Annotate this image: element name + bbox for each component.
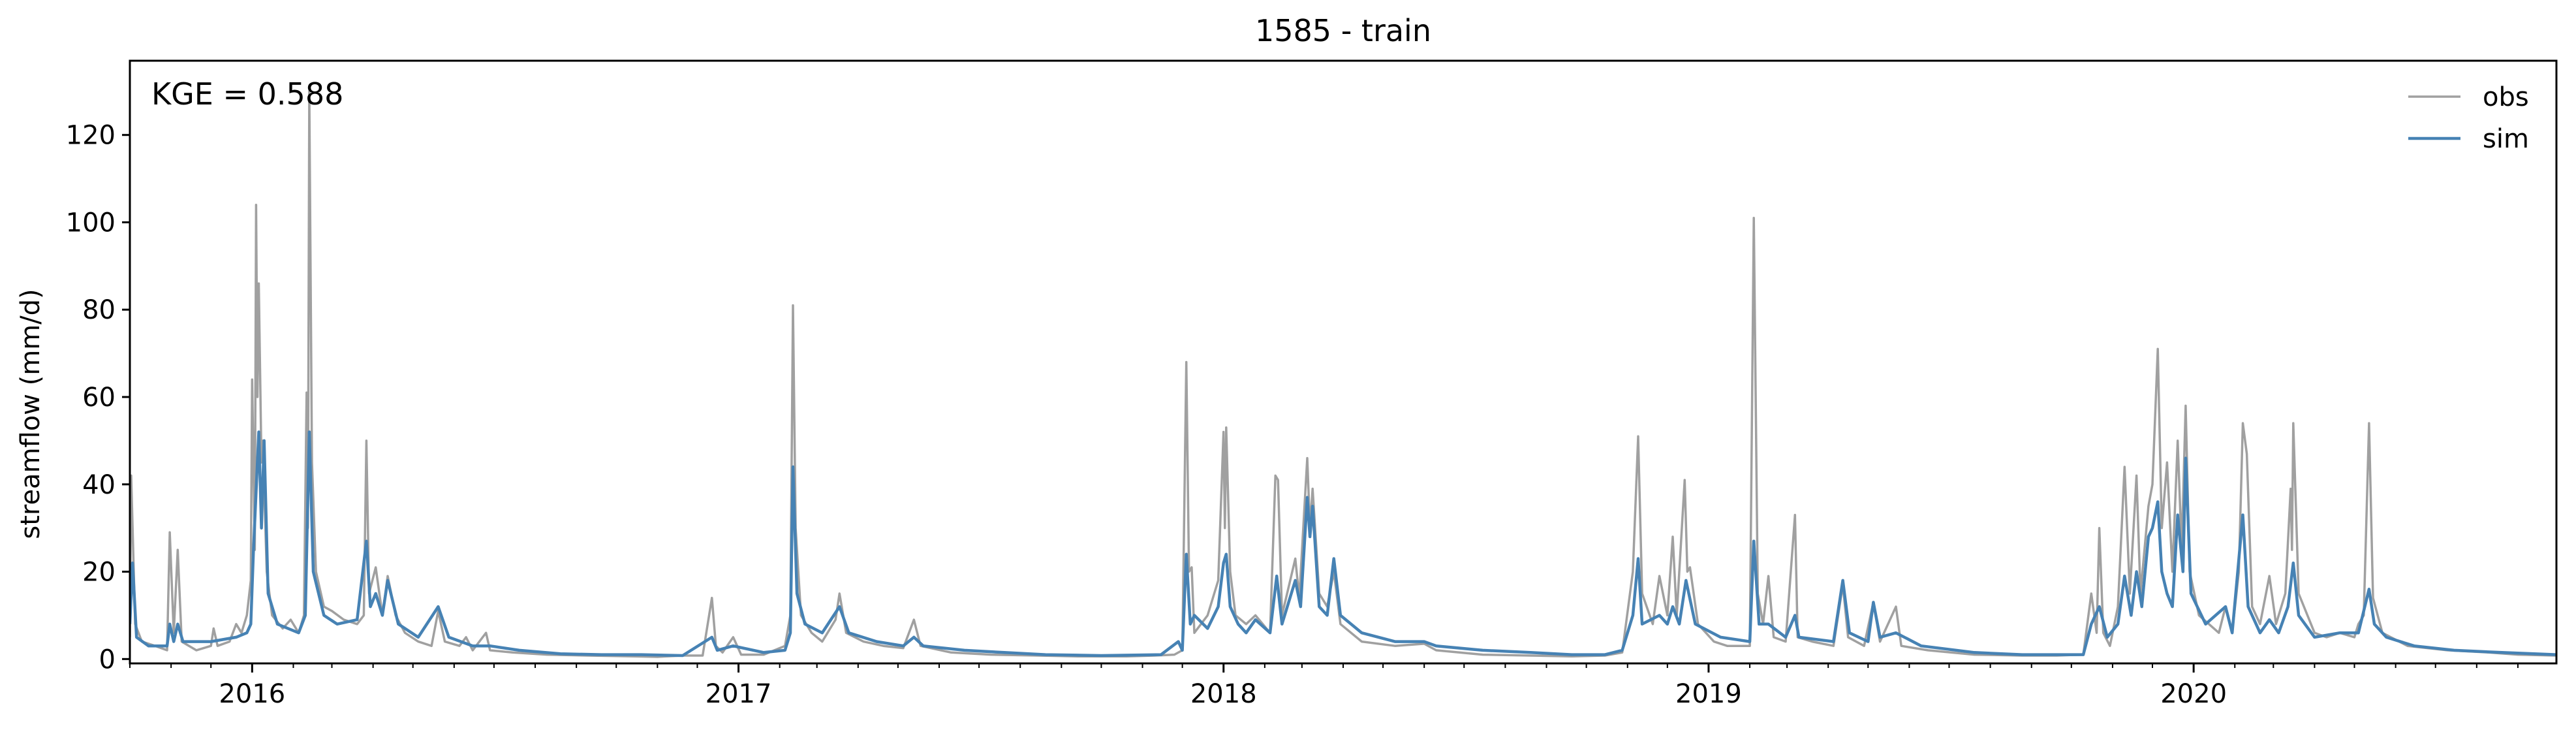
x-tick-label: 2020 [2160, 679, 2227, 709]
y-tick-label: 0 [99, 644, 116, 674]
legend: obs sim [2408, 82, 2529, 154]
x-tick-label: 2017 [706, 679, 772, 709]
chart-title: 1585 - train [1255, 13, 1431, 48]
y-tick-label: 100 [66, 208, 116, 238]
obs-series-line [130, 90, 2556, 658]
kge-annotation: KGE = 0.588 [151, 76, 343, 112]
y-tick-label: 40 [82, 470, 116, 500]
series-layer [130, 90, 2556, 658]
y-tick-label: 80 [82, 295, 116, 325]
axes-layer: 0 20 40 60 80 100 120 2016 2017 2018 2019 2020 [66, 121, 2519, 709]
plot-frame [129, 59, 2558, 665]
sim-legend-label: sim [2483, 124, 2529, 154]
y-tick-label: 20 [82, 558, 116, 588]
y-tick-label: 120 [66, 121, 116, 151]
y-tick-label: 60 [82, 383, 116, 413]
y-axis-label: streamflow (mm/d) [16, 289, 46, 539]
x-tick-label: 2018 [1190, 679, 1257, 709]
obs-legend-label: obs [2483, 82, 2529, 112]
x-tick-label: 2016 [219, 679, 285, 709]
x-tick-label: 2019 [1675, 679, 1742, 709]
sim-series-line [130, 430, 2556, 658]
